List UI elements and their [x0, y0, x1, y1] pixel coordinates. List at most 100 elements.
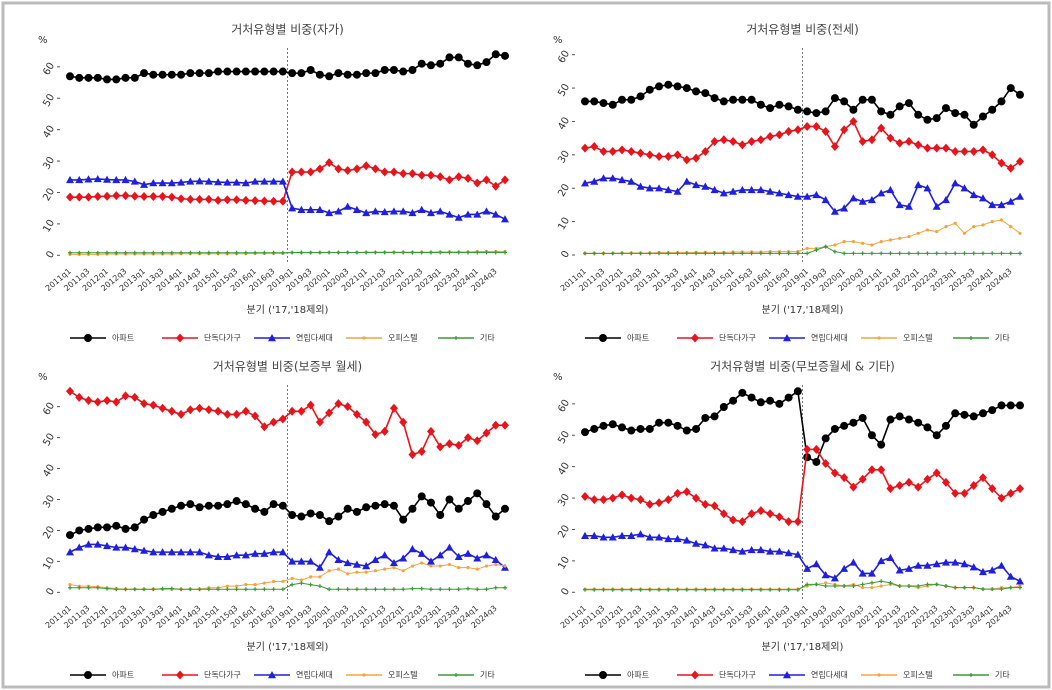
data-point — [346, 572, 350, 576]
data-point — [932, 431, 941, 440]
data-point — [103, 541, 112, 550]
data-point — [95, 585, 100, 590]
data-point — [373, 250, 378, 255]
y-tick-label: 20 — [41, 187, 57, 204]
data-point — [121, 191, 130, 201]
data-point — [177, 178, 186, 186]
data-point — [904, 477, 913, 487]
data-point — [941, 195, 950, 204]
y-tick-label: 50 — [41, 432, 57, 449]
data-point — [262, 587, 267, 592]
data-point — [214, 195, 223, 205]
data-point — [429, 564, 433, 568]
data-point — [491, 181, 500, 191]
legend-label: 기타 — [995, 334, 1010, 343]
x-axis-label: 분기 ('17,'18제외) — [762, 641, 844, 653]
data-point — [204, 551, 213, 559]
data-point — [747, 509, 756, 519]
data-point — [401, 587, 406, 592]
data-point — [914, 140, 923, 150]
data-point — [879, 584, 883, 588]
data-point — [417, 170, 426, 180]
data-point — [712, 587, 717, 592]
data-point — [232, 178, 241, 186]
data-point — [95, 250, 100, 255]
data-point — [701, 541, 710, 549]
legend-marker — [268, 671, 276, 679]
data-point — [694, 251, 699, 256]
data-point — [758, 251, 763, 256]
data-point — [664, 152, 673, 162]
data-point — [719, 97, 728, 106]
data-point — [861, 585, 865, 590]
data-point — [906, 584, 911, 589]
data-point — [491, 512, 500, 521]
y-tick-label: 60 — [556, 49, 572, 66]
data-point — [262, 250, 267, 255]
data-point — [756, 135, 765, 145]
data-point — [491, 555, 500, 564]
data-point — [941, 143, 950, 153]
data-point — [701, 413, 710, 422]
data-point — [664, 185, 673, 194]
data-point — [260, 549, 269, 557]
data-point — [103, 75, 112, 84]
data-point — [747, 95, 756, 104]
y-tick-label: 40 — [41, 124, 57, 141]
data-point — [638, 587, 643, 592]
data-point — [426, 426, 435, 436]
data-point — [692, 153, 701, 163]
data-point — [840, 564, 849, 572]
data-point — [445, 210, 454, 218]
data-point — [738, 388, 747, 397]
data-point — [1006, 401, 1015, 410]
data-point — [749, 251, 754, 256]
data-point — [158, 507, 167, 516]
data-point — [352, 70, 361, 79]
data-point — [655, 82, 664, 91]
data-point — [352, 205, 361, 213]
data-point — [682, 177, 691, 185]
data-point — [186, 177, 195, 185]
data-point — [860, 251, 865, 256]
data-point — [840, 97, 849, 106]
data-point — [251, 177, 260, 185]
data-point — [132, 587, 137, 592]
data-point — [664, 418, 673, 427]
data-point — [608, 533, 617, 541]
data-point — [371, 207, 380, 215]
data-point — [271, 587, 276, 592]
data-point — [962, 585, 967, 590]
data-point — [601, 251, 606, 256]
data-point — [934, 582, 939, 587]
data-point — [343, 202, 352, 210]
data-point — [951, 179, 960, 187]
data-point — [673, 82, 682, 91]
data-point — [336, 567, 341, 571]
data-point — [932, 114, 941, 123]
data-point — [904, 202, 913, 210]
data-point — [775, 130, 784, 140]
data-point — [944, 225, 948, 229]
data-point — [969, 146, 978, 156]
data-point — [729, 136, 738, 146]
data-point — [93, 192, 102, 202]
data-point — [177, 409, 186, 419]
data-point — [214, 552, 223, 560]
y-tick-label: 30 — [556, 492, 572, 509]
data-point — [281, 579, 285, 584]
data-point — [795, 251, 800, 256]
data-point — [590, 97, 599, 106]
data-point — [371, 501, 380, 510]
data-point — [482, 551, 491, 559]
data-point — [306, 400, 315, 410]
data-point — [793, 550, 802, 558]
data-point — [682, 487, 691, 497]
data-point — [629, 251, 634, 256]
x-axis-label: 분기 ('17,'18제외) — [247, 304, 329, 316]
data-point — [655, 498, 664, 508]
data-point — [682, 155, 691, 165]
data-point — [1018, 251, 1022, 256]
data-point — [1018, 231, 1022, 235]
data-point — [484, 564, 489, 568]
